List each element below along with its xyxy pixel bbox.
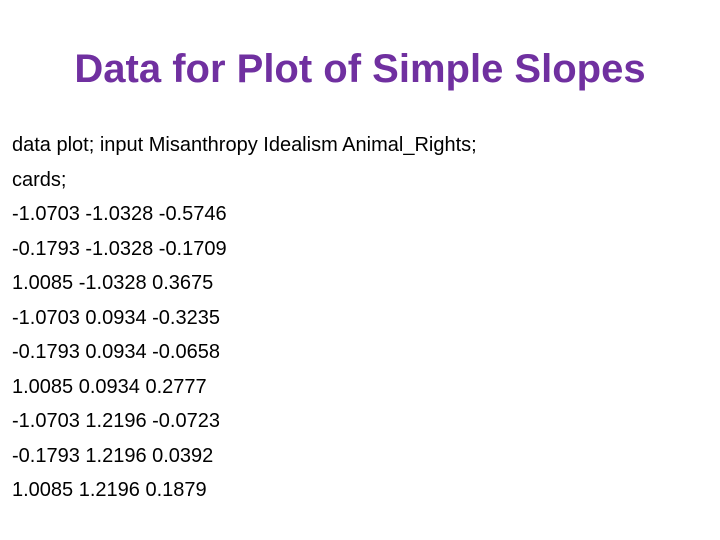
- code-block: data plot; input Misanthropy Idealism An…: [12, 130, 712, 510]
- data-row: 1.0085 1.2196 0.1879: [12, 479, 207, 501]
- data-row: -0.1793 1.2196 0.0392: [12, 444, 214, 467]
- code-line: data plot; input Misanthropy Idealism An…: [12, 134, 477, 156]
- data-row: 1.0085 -1.0328 0.3675: [12, 272, 214, 294]
- data-row: 1.0085 0.0934 0.2777: [12, 375, 207, 398]
- data-row: -0.1793 -1.0328 -0.1709: [12, 237, 227, 260]
- code-line: cards;: [12, 168, 67, 191]
- data-row: -1.0703 -1.0328 -0.5746: [12, 203, 227, 225]
- data-row: -1.0703 0.0934 -0.3235: [12, 306, 220, 329]
- data-row: -1.0703 1.2196 -0.0723: [12, 410, 220, 432]
- data-row: -0.1793 0.0934 -0.0658: [12, 341, 220, 363]
- slide-title: Data for Plot of Simple Slopes: [74, 47, 646, 91]
